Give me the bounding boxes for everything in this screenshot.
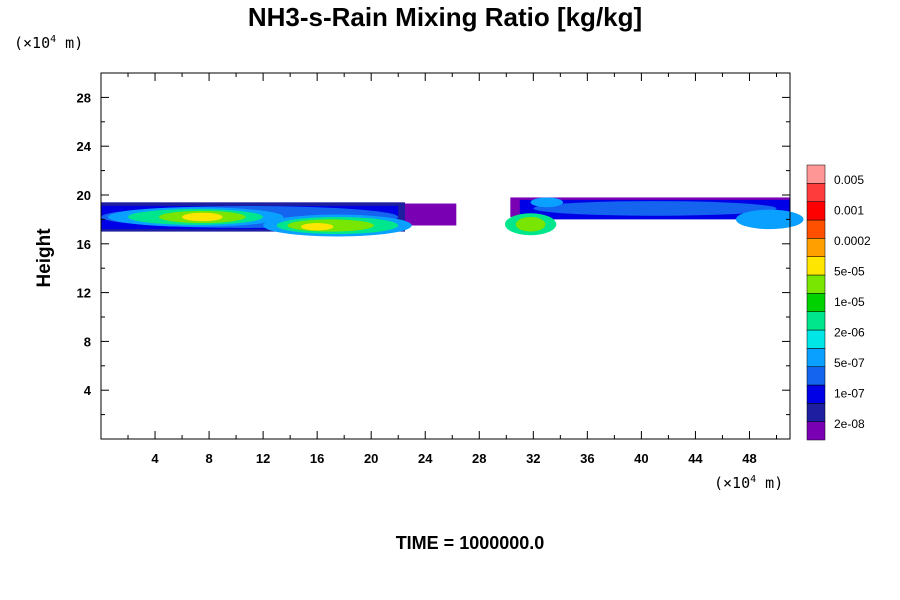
colorbar-swatch	[806, 238, 826, 257]
x-axis: 4 8 12 16 20 24 28 32 36 40 44 48	[127, 73, 777, 466]
y-axis-unit: (×104 m)	[14, 34, 83, 52]
x-tick-label: 8	[205, 451, 212, 466]
colorbar-swatch	[806, 366, 826, 386]
time-label: TIME = 1000000.0	[396, 533, 545, 553]
colorbar: 2e-08 1e-07 5e-07 2e-06 1e-05 5e-05 0.0002 0.00…	[806, 164, 871, 441]
colorbar-label: 0.0002	[834, 234, 871, 248]
y-tick-label: 20	[77, 188, 91, 203]
y-tick-label: 28	[77, 90, 91, 105]
band-right-blue	[533, 201, 777, 216]
y-tick-label: 8	[84, 334, 91, 349]
y-axis-label: Height	[34, 228, 55, 288]
x-tick-label: 4	[151, 451, 159, 466]
colorbar-swatch	[806, 329, 826, 349]
y-tick-label: 4	[84, 383, 92, 398]
colorbar-swatch	[806, 293, 826, 312]
x-tick-label: 12	[256, 451, 270, 466]
y-tick-label: 24	[77, 139, 92, 154]
plot-area	[100, 72, 804, 440]
colorbar-swatch	[806, 348, 826, 367]
colorbar-swatch	[806, 403, 826, 422]
x-tick-label: 24	[418, 451, 433, 466]
x-tick-label: 40	[634, 451, 648, 466]
colorbar-label: 0.001	[834, 204, 864, 218]
x-tick-label: 44	[688, 451, 703, 466]
colorbar-label: 5e-05	[834, 265, 865, 279]
x-tick-label: 28	[472, 451, 486, 466]
band-right-edge-cyan	[735, 209, 804, 230]
contour-field	[101, 197, 804, 237]
colorbar-label: 2e-06	[834, 326, 865, 340]
x-tick-label: 16	[310, 451, 324, 466]
chart-title: NH3-s-Rain Mixing Ratio [kg/kg]	[248, 2, 642, 32]
plot-frame	[100, 72, 791, 440]
y-tick-label: 16	[77, 237, 91, 252]
colorbar-swatch	[806, 219, 826, 239]
colorbar-label: 2e-08	[834, 417, 865, 431]
x-axis-unit: (×104 m)	[714, 474, 783, 492]
core-a-yellow	[182, 212, 223, 222]
colorbar-swatch	[806, 183, 826, 202]
colorbar-swatch	[806, 274, 826, 294]
colorbar-swatch	[806, 201, 826, 221]
colorbar-label: 0.005	[834, 173, 864, 187]
colorbar-swatch	[806, 311, 826, 331]
band-right-top-cyan	[530, 197, 564, 208]
colorbar-swatch	[806, 256, 826, 276]
y-axis: 4 8 12 16 20 24 28	[77, 90, 790, 416]
colorbar-label: 1e-07	[834, 387, 865, 401]
y-tick-label: 12	[77, 286, 91, 301]
colorbar-swatch	[806, 164, 826, 184]
colorbar-label: 1e-05	[834, 295, 865, 309]
x-tick-label: 20	[364, 451, 378, 466]
x-tick-label: 36	[580, 451, 594, 466]
colorbar-swatch	[806, 421, 826, 441]
colorbar-label: 5e-07	[834, 356, 865, 370]
x-tick-label: 32	[526, 451, 540, 466]
core-b-yellow	[300, 223, 334, 231]
plot-background	[101, 73, 790, 439]
core-c-lime	[515, 216, 546, 232]
x-tick-label: 48	[742, 451, 756, 466]
colorbar-swatch	[806, 384, 826, 404]
